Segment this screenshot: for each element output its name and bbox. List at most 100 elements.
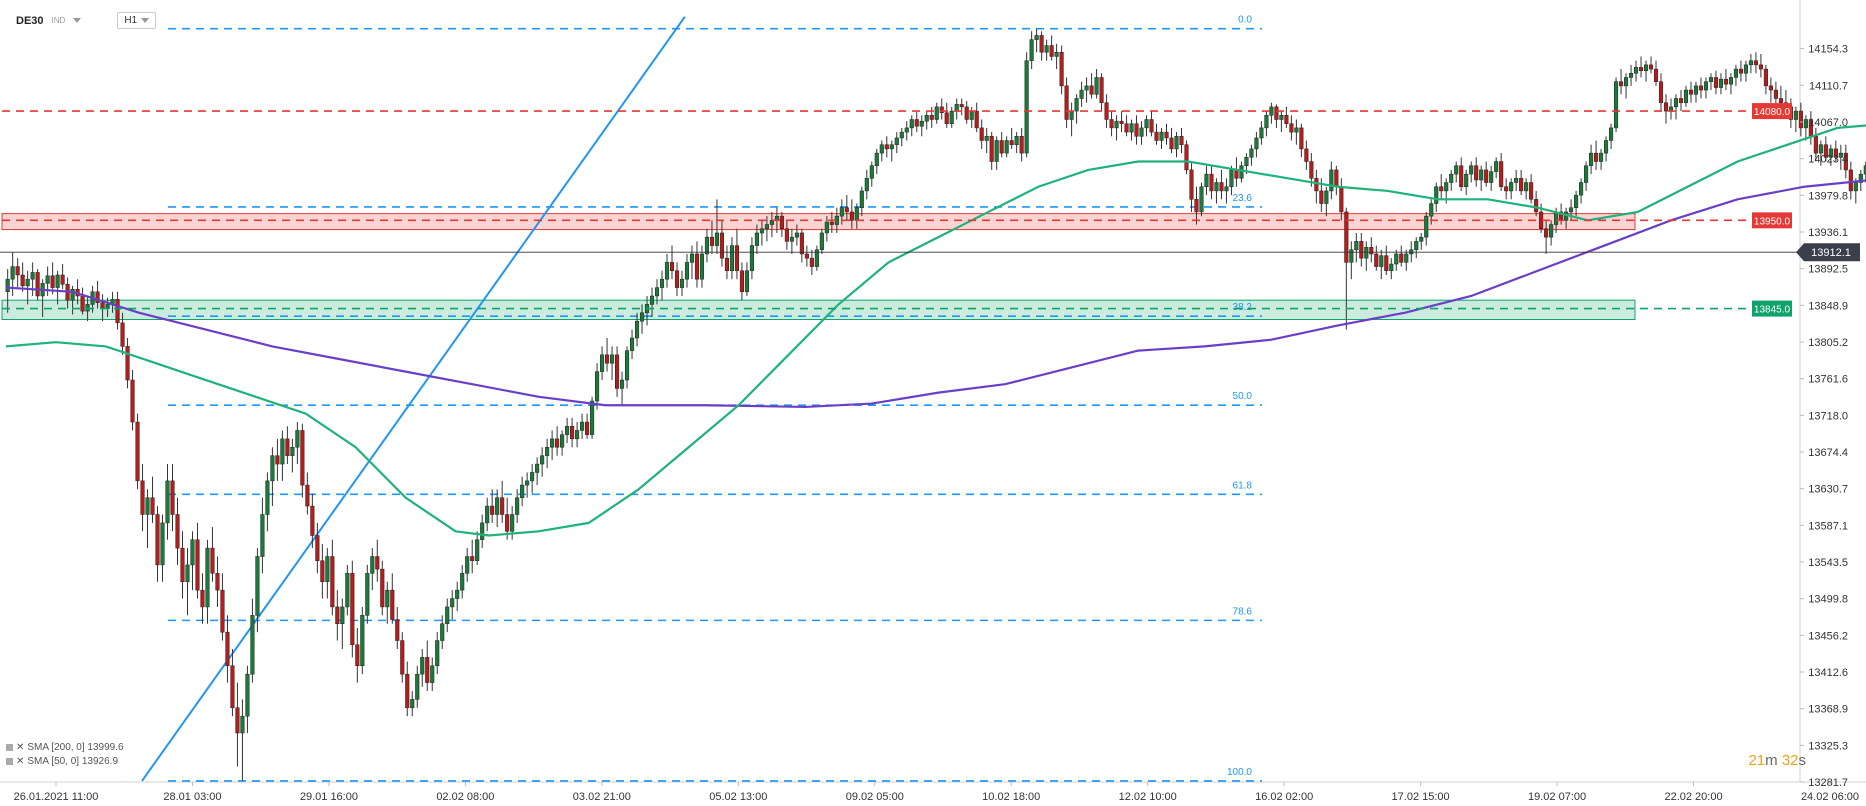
candle-body — [55, 274, 60, 288]
candle-body — [1519, 178, 1524, 192]
candle-body — [1389, 263, 1394, 272]
candle-body — [1763, 68, 1768, 87]
candle-body — [1424, 215, 1429, 238]
candle-body — [969, 110, 974, 120]
candle-body — [1039, 35, 1044, 53]
candle-body — [1229, 169, 1234, 187]
candle-body — [724, 257, 729, 272]
candle-body — [1009, 140, 1014, 145]
candle-body — [615, 354, 620, 389]
candle-body — [634, 320, 640, 339]
candle-body — [1294, 127, 1299, 133]
horizontal-levels[interactable]: 14080.0 13950.0 13845.0 13912.1 — [0, 103, 1860, 317]
price-axis[interactable]: 14154.3 14110.7 14067.0 14023.4 13979.8 13936… — [1800, 44, 1848, 789]
candle-body — [1339, 186, 1344, 213]
candle-body — [764, 224, 769, 229]
candle-body — [500, 497, 505, 515]
y-tick-label: 13892.5 — [1808, 264, 1848, 276]
candle-body — [1793, 110, 1798, 120]
candle-body — [1314, 178, 1319, 192]
level-tag-2 — [1752, 300, 1792, 317]
candle-body — [1119, 120, 1124, 124]
candle-body — [1329, 169, 1334, 192]
candle-body — [510, 514, 515, 532]
candle-body — [1703, 81, 1709, 91]
candle-body — [405, 673, 410, 709]
indicator-settings-icon[interactable] — [6, 744, 13, 751]
candle-body — [1154, 131, 1159, 141]
trendline-segment[interactable] — [141, 16, 686, 782]
candle-body — [185, 564, 190, 582]
candle-body — [1529, 182, 1534, 200]
candle-body — [125, 346, 130, 381]
x-tick-label: 19.02 07:00 — [1528, 791, 1586, 803]
candle-body — [1189, 169, 1194, 200]
y-tick-label: 13456.2 — [1808, 630, 1848, 642]
candle-body — [1663, 102, 1669, 112]
time-axis[interactable]: 26.01.2021 11:00 28.01 03:00 29.01 16:00 02… — [14, 782, 1859, 803]
sma200-line — [5, 179, 1866, 409]
legend-sma200[interactable]: ✕ SMA [200, 0] 13999.6 — [6, 742, 124, 753]
candle-body — [335, 606, 340, 624]
candle-body — [1179, 136, 1184, 145]
candle-body — [1823, 144, 1828, 158]
candle-body — [325, 556, 330, 582]
candle-body — [679, 278, 685, 288]
candle-body — [45, 275, 50, 284]
candle-body — [889, 144, 894, 150]
level-label-1: 13950.0 — [1754, 216, 1791, 227]
candle-body — [1024, 60, 1029, 154]
candle-body — [904, 127, 909, 133]
symbol-chevron-down-icon[interactable] — [73, 18, 82, 23]
chart-toolbar: DE30 IND H1 — [16, 12, 157, 29]
candle-body — [1044, 45, 1049, 53]
candle-body — [1549, 224, 1554, 238]
candle-body — [575, 430, 580, 440]
candle-body — [1619, 81, 1624, 87]
candle-body — [35, 272, 40, 297]
candle-body — [1334, 169, 1339, 187]
candle-body — [1509, 182, 1514, 192]
candle-body — [1109, 119, 1114, 129]
candle-body — [1324, 190, 1329, 204]
candle-body — [984, 136, 989, 141]
legend-sma50[interactable]: ✕ SMA [50, 0] 13926.9 — [6, 756, 118, 767]
candle-body — [1234, 169, 1239, 179]
candle-body — [1099, 77, 1104, 103]
candle-body — [480, 522, 485, 540]
candle-body — [639, 312, 645, 322]
indicator-settings-icon[interactable] — [6, 758, 13, 765]
candle-body — [1848, 169, 1853, 192]
x-tick-label: 10.02 18:00 — [982, 791, 1040, 803]
candle-body — [145, 497, 150, 515]
candle-body — [859, 190, 864, 208]
candle-body — [515, 497, 520, 515]
candle-body — [769, 220, 774, 225]
close-icon[interactable]: ✕ — [16, 756, 25, 767]
candle-body — [150, 497, 155, 515]
symbol-name[interactable]: DE30 — [16, 14, 44, 27]
candle-body — [505, 514, 510, 532]
trendline[interactable] — [141, 16, 686, 782]
candle-body — [699, 253, 705, 280]
candle-body — [899, 131, 904, 139]
candle-body — [1354, 241, 1359, 251]
candle-body — [1653, 68, 1659, 82]
candle-body — [749, 245, 754, 272]
candle-body — [669, 262, 675, 272]
fibonacci-retracement[interactable]: 0.0 23.6 38.2 50.0 61.8 78.6 100.0 — [168, 15, 1262, 782]
candle-body — [1693, 85, 1699, 95]
candle-body — [1459, 165, 1464, 187]
candle-body — [1124, 123, 1129, 133]
timeframe-select[interactable]: H1 — [117, 12, 157, 29]
candle-body — [605, 354, 610, 364]
candle-body — [954, 104, 959, 112]
close-icon[interactable]: ✕ — [16, 742, 25, 753]
y-tick-label: 13281.7 — [1808, 777, 1848, 789]
countdown-seconds: 32 — [1781, 752, 1799, 769]
candle-body — [50, 275, 55, 288]
candle-body — [1374, 253, 1379, 267]
candle-body — [165, 480, 170, 524]
candle-body — [939, 106, 944, 114]
